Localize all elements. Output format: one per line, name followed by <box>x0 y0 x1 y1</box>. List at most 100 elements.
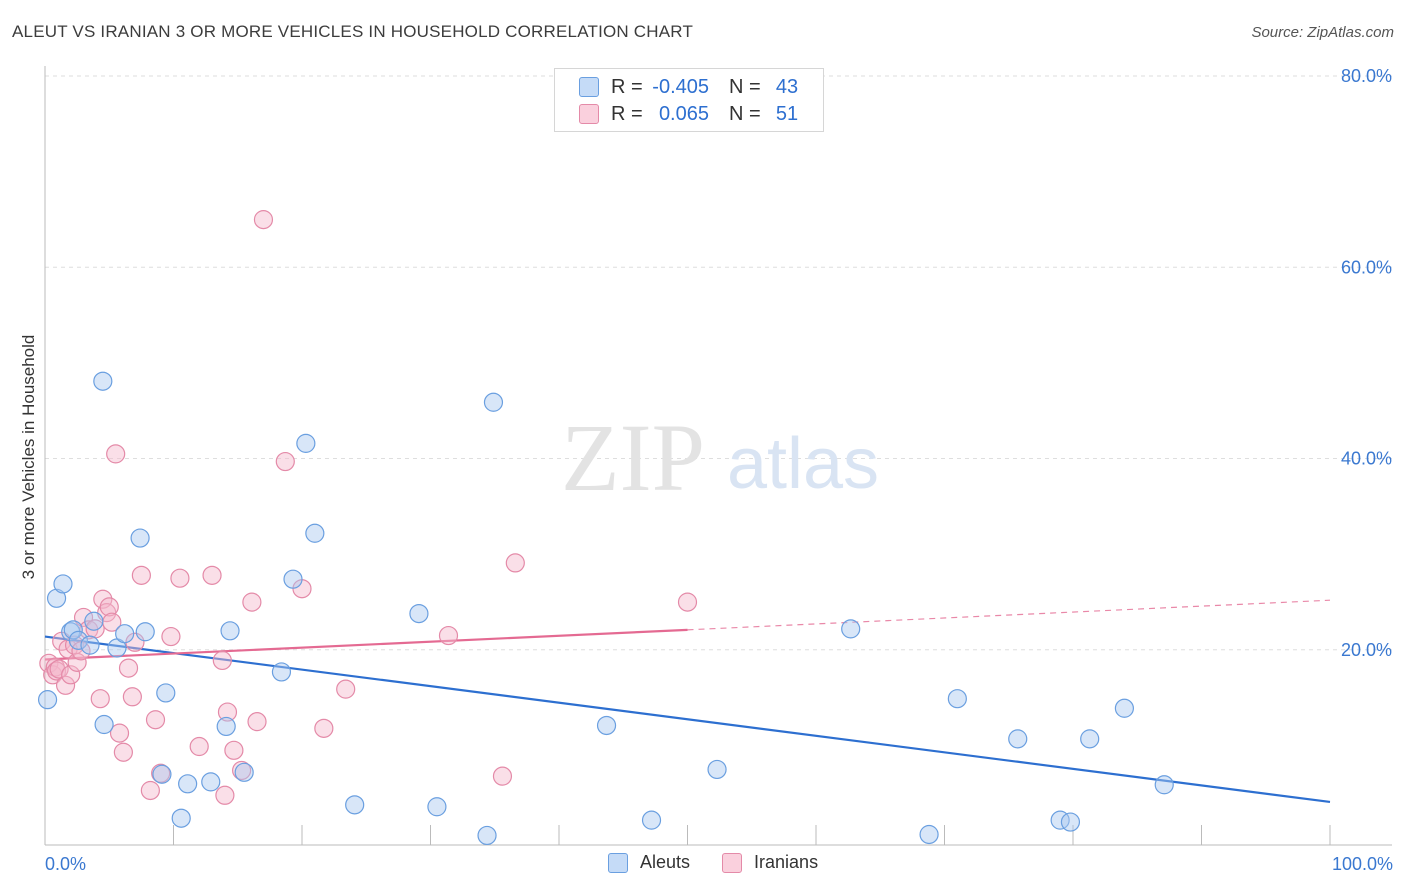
point-aleuts <box>152 764 172 784</box>
y-tick-label: 20.0% <box>1341 640 1392 660</box>
point-aleuts <box>234 762 254 782</box>
point-aleuts <box>37 690 58 710</box>
point-aleuts <box>84 611 104 631</box>
source-label: Source: ZipAtlas.com <box>1251 24 1394 41</box>
point-aleuts <box>841 619 861 639</box>
n-value: 43 <box>775 75 799 98</box>
stats-legend: R = -0.405 N = 43 R = 0.065 N = 51 <box>554 68 824 132</box>
point-iranians <box>106 444 126 464</box>
point-aleuts <box>63 620 83 640</box>
point-iranians <box>99 597 119 617</box>
axes <box>44 66 1392 846</box>
point-aleuts <box>46 588 67 608</box>
watermark: ZIP atlas <box>561 404 879 511</box>
point-aleuts <box>178 774 198 794</box>
point-iranians <box>217 702 238 722</box>
r-label: R = <box>611 102 643 125</box>
point-iranians <box>49 659 69 679</box>
point-iranians <box>677 592 698 612</box>
point-aleuts <box>707 759 727 780</box>
point-iranians <box>275 451 295 472</box>
point-iranians <box>314 718 334 738</box>
data-points <box>37 210 1174 846</box>
point-iranians <box>122 687 142 707</box>
x-tick-label: 0.0% <box>45 854 86 874</box>
point-aleuts <box>171 808 191 828</box>
point-iranians <box>438 625 459 646</box>
point-aleuts <box>216 716 236 737</box>
y-tick-label: 40.0% <box>1341 449 1392 469</box>
n-label: N = <box>729 75 761 98</box>
legend-row-iranians: R = 0.065 N = 51 <box>579 101 807 127</box>
point-aleuts <box>427 797 447 817</box>
r-label: R = <box>611 75 643 98</box>
chart-title: ALEUT VS IRANIAN 3 OR MORE VEHICLES IN H… <box>12 22 694 41</box>
legend-item-aleuts[interactable]: Aleuts <box>608 852 690 873</box>
series-legend: Aleuts Iranians <box>608 852 850 873</box>
point-iranians <box>505 553 525 573</box>
watermark-atlas: atlas <box>727 424 879 504</box>
point-iranians <box>202 565 222 585</box>
point-aleuts <box>68 630 89 650</box>
point-iranians <box>73 607 94 628</box>
n-label: N = <box>729 102 761 125</box>
point-aleuts <box>477 825 497 846</box>
point-aleuts <box>201 772 221 792</box>
point-iranians <box>140 780 160 801</box>
r-value: -0.405 <box>652 75 709 98</box>
point-aleuts <box>919 824 939 845</box>
legend-item-iranians[interactable]: Iranians <box>722 852 818 873</box>
point-aleuts <box>641 810 662 830</box>
point-aleuts <box>1114 698 1135 718</box>
point-iranians <box>67 652 87 672</box>
point-iranians <box>55 675 76 695</box>
point-iranians <box>61 665 81 685</box>
point-iranians <box>253 210 274 230</box>
watermark-zip: ZIP <box>561 404 705 511</box>
point-aleuts <box>409 603 429 624</box>
point-iranians <box>113 742 133 762</box>
point-aleuts <box>596 715 617 736</box>
trend-line-dashed-iranians <box>687 599 1331 631</box>
point-iranians <box>170 568 190 588</box>
point-iranians <box>492 766 513 786</box>
point-iranians <box>145 710 166 730</box>
point-aleuts <box>53 574 73 594</box>
point-aleuts <box>1080 729 1100 749</box>
y-tick-label: 60.0% <box>1341 257 1392 277</box>
point-aleuts <box>80 635 100 655</box>
legend-swatch-aleuts <box>608 852 628 873</box>
point-iranians <box>336 679 356 699</box>
trend-line-iranians <box>44 628 688 661</box>
tick-labels: 20.0% 40.0% 60.0% 80.0% 0.0% 100.0% <box>45 66 1393 874</box>
point-aleuts <box>156 683 176 703</box>
point-aleuts <box>296 433 316 453</box>
point-aleuts <box>1060 812 1081 832</box>
legend-swatch-aleuts <box>579 77 599 97</box>
point-iranians <box>215 785 235 805</box>
point-iranians <box>189 736 209 757</box>
point-aleuts <box>305 523 325 543</box>
point-iranians <box>224 740 244 760</box>
point-aleuts <box>135 622 155 642</box>
point-iranians <box>90 689 110 709</box>
point-aleuts <box>947 689 967 709</box>
point-aleuts <box>130 528 150 548</box>
point-iranians <box>247 712 267 732</box>
r-value: 0.065 <box>658 102 709 125</box>
point-iranians <box>161 626 181 647</box>
point-iranians <box>212 650 232 671</box>
trend-lines <box>44 599 1331 804</box>
legend-swatch-iranians <box>579 104 599 124</box>
point-aleuts <box>220 621 240 641</box>
point-iranians <box>109 723 130 743</box>
point-aleuts <box>115 624 135 644</box>
point-iranians <box>118 658 139 678</box>
legend-label-aleuts: Aleuts <box>640 852 691 872</box>
trend-line-aleuts <box>44 635 1331 804</box>
grid-lines <box>45 75 1392 651</box>
x-tick-label: 100.0% <box>1332 854 1393 874</box>
point-iranians <box>242 592 262 612</box>
point-aleuts <box>1154 775 1174 795</box>
